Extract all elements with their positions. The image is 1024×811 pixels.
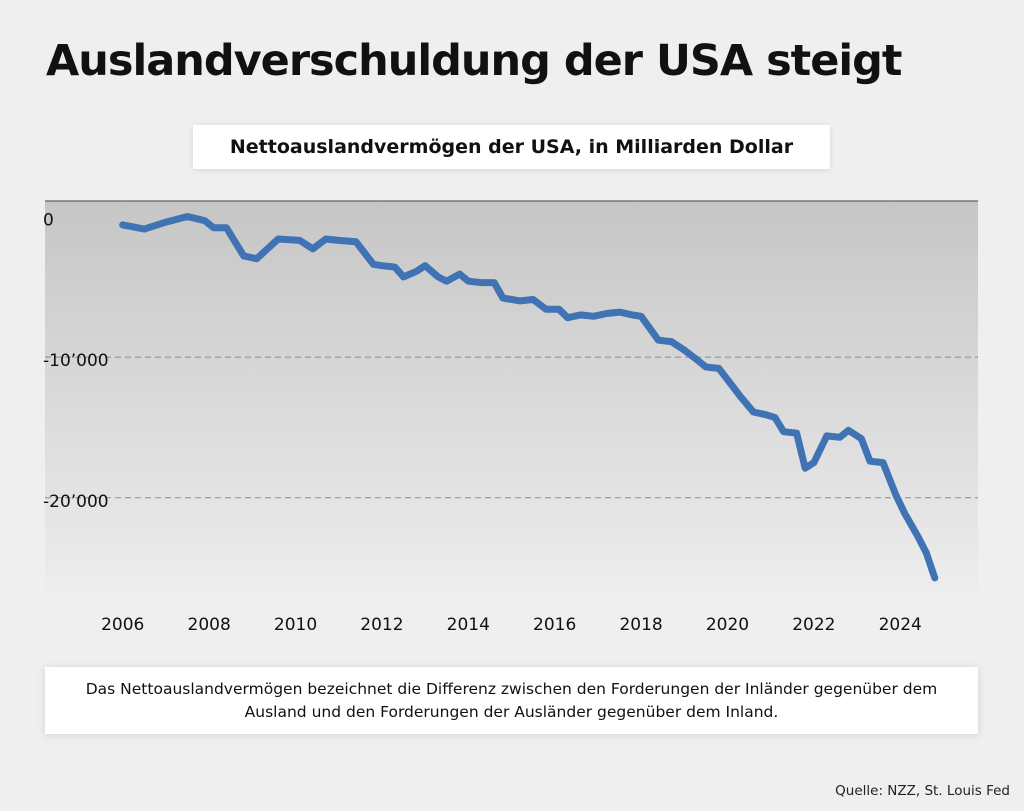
x-tick-label: 2022	[792, 615, 835, 635]
x-tick-label: 2024	[879, 615, 922, 635]
chart-title: Nettoauslandvermögen der USA, in Milliar…	[229, 136, 794, 158]
page-title: Auslandverschuldung der USA steigt	[46, 36, 902, 86]
source-text: Quelle: NZZ, St. Louis Fed	[835, 783, 1010, 799]
y-tick-label: -20’000	[43, 492, 109, 512]
x-tick-label: 2014	[447, 615, 490, 635]
x-tick-label: 2018	[619, 615, 662, 635]
x-tick-label: 2008	[188, 615, 231, 635]
x-tick-label: 2010	[274, 615, 317, 635]
x-tick-label: 2016	[533, 615, 576, 635]
note-box: Das Nettoauslandvermögen bezeichnet die …	[45, 667, 978, 734]
x-tick-label: 2006	[101, 615, 144, 635]
plot-area	[45, 201, 978, 592]
x-tick-label: 2020	[706, 615, 749, 635]
chart-title-box: Nettoauslandvermögen der USA, in Milliar…	[193, 125, 830, 169]
y-tick-label: -10’000	[43, 351, 109, 371]
series-line	[119, 213, 939, 582]
y-tick-label: 0	[43, 210, 54, 230]
note-text: Das Nettoauslandvermögen bezeichnet die …	[85, 679, 938, 721]
x-tick-label: 2012	[360, 615, 403, 635]
